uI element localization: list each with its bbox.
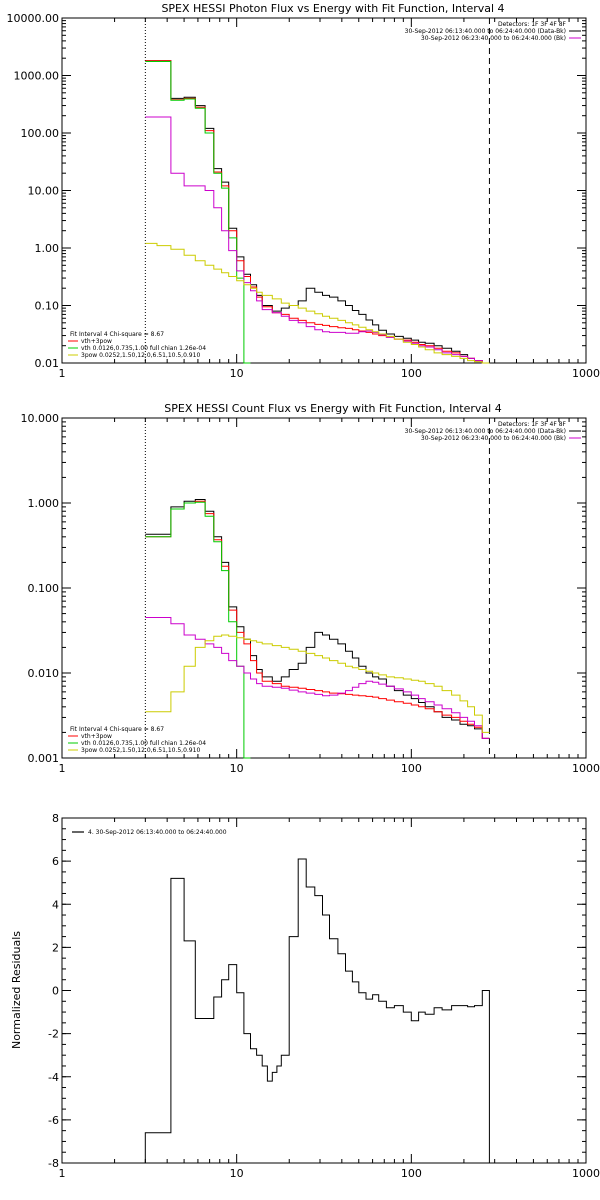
series-group xyxy=(144,858,490,1163)
series-line xyxy=(145,500,490,739)
range-lines xyxy=(144,18,490,363)
y-tick-label: -4 xyxy=(48,1071,59,1084)
plot-frame xyxy=(61,817,587,1164)
series-line xyxy=(145,499,490,739)
legend-entry: 30-Sep-2012 06:23:40.000 to 06:24:40.000… xyxy=(421,435,566,442)
legend-entry: vth 0.0126,0.735,1.00 full chian 1.26e-0… xyxy=(81,345,206,352)
legend-entry: 30-Sep-2012 06:23:40.000 to 06:24:40.000… xyxy=(421,35,566,42)
legend-bottom: Fit Interval 4 Chi-square = 8.67vth+3pow… xyxy=(68,726,206,754)
plot-frame xyxy=(61,417,587,759)
axis-ticks: 1 10 100 1000 0.001 0.010 0.100 1.000 10.000 xyxy=(21,412,600,775)
x-tick-label: 1000 xyxy=(572,367,600,380)
x-tick-label: 10 xyxy=(230,367,244,380)
y-tick-label: 0.10 xyxy=(35,300,60,313)
y-axis-label: Normalized Residuals xyxy=(10,931,23,1049)
x-tick-label: 1000 xyxy=(572,762,600,775)
photon-flux-panel: SPEX HESSI Photon Flux vs Energy with Fi… xyxy=(7,2,600,380)
x-tick-label: 1000 xyxy=(572,1167,600,1180)
axis-ticks: 1 10 100 1000 0.01 0.10 1.00 10.00 100.00 1000.00… xyxy=(7,12,600,380)
y-tick-label: 1.00 xyxy=(35,242,60,255)
x-tick-label: 1 xyxy=(59,762,66,775)
series-line xyxy=(145,634,490,733)
series-line xyxy=(145,501,251,759)
axis-ticks: 1 10 100 1000 -8 -6 -4 -2 0 2 4 6 8 xyxy=(48,812,600,1180)
series-group xyxy=(145,60,490,364)
series-line xyxy=(145,242,490,364)
y-tick-label: 10.00 xyxy=(28,185,60,198)
x-tick-label: 1 xyxy=(59,1167,66,1180)
y-tick-label: 8 xyxy=(52,812,59,825)
y-tick-label: 0.100 xyxy=(28,582,60,595)
x-tick-label: 100 xyxy=(401,1167,422,1180)
y-tick-label: 1000.00 xyxy=(14,70,60,83)
legend-entry: vth 0.0126,0.735,1.00 full chian 1.26e-0… xyxy=(81,740,206,747)
range-lines xyxy=(144,418,490,758)
legend-entry: Detectors: 1F 3F 4F 8F xyxy=(498,21,567,28)
y-tick-label: 10.000 xyxy=(21,412,60,425)
legend-entry: Fit Interval 4 Chi-square = 8.67 xyxy=(70,331,164,338)
legend-entry: 30-Sep-2012 06:13:40.000 to 06:24:40.000… xyxy=(405,428,566,435)
y-tick-label: 6 xyxy=(52,855,59,868)
y-tick-label: -6 xyxy=(48,1114,59,1127)
x-tick-label: 10 xyxy=(230,1167,244,1180)
legend-entry: 4. 30-Sep-2012 06:13:40.000 to 06:24:40.… xyxy=(88,829,227,836)
y-tick-label: 2 xyxy=(52,941,59,954)
x-tick-label: 100 xyxy=(401,367,422,380)
residuals-panel: Normalized Residuals 1 10 100 1000 -8 -6 -4 -2 0… xyxy=(10,812,600,1180)
legend-entry: 3pow 0.0252,1.50,12.0,6.51,10.5,0.910 xyxy=(81,747,200,754)
series-line xyxy=(145,116,490,364)
legend-bottom: Fit Interval 4 Chi-square = 8.67vth+3pow… xyxy=(68,331,206,359)
y-tick-label: 100.00 xyxy=(21,127,60,140)
plot-frame xyxy=(61,17,587,364)
y-tick-label: 0.010 xyxy=(28,667,60,680)
legend-entry: vth+3pow xyxy=(81,338,112,345)
legend-entry: 30-Sep-2012 06:13:40.000 to 06:24:40.000… xyxy=(405,28,566,35)
y-tick-label: 1.000 xyxy=(28,497,60,510)
legend-entry: vth+3pow xyxy=(81,733,112,740)
x-tick-label: 1 xyxy=(59,367,66,380)
panel-title: SPEX HESSI Count Flux vs Energy with Fit… xyxy=(164,402,501,415)
y-tick-label: -2 xyxy=(48,1028,59,1041)
legend-entry: Fit Interval 4 Chi-square = 8.67 xyxy=(70,726,164,733)
y-tick-label: 0.01 xyxy=(35,357,60,370)
y-tick-label: 4 xyxy=(52,898,59,911)
legend-entry: 3pow 0.0252,1.50,12.0,6.51,10.5,0.910 xyxy=(81,352,200,359)
y-tick-label: 0 xyxy=(52,985,59,998)
series-line xyxy=(145,60,490,364)
x-tick-label: 10 xyxy=(230,762,244,775)
series-line xyxy=(144,858,490,1163)
y-tick-label: 10000.00 xyxy=(7,12,60,25)
series-line xyxy=(145,60,490,364)
series-group xyxy=(145,499,490,759)
series-line xyxy=(145,617,490,739)
series-line xyxy=(145,61,251,364)
legend-top: 4. 30-Sep-2012 06:13:40.000 to 06:24:40.… xyxy=(72,829,227,836)
panel-title: SPEX HESSI Photon Flux vs Energy with Fi… xyxy=(161,2,504,15)
y-tick-label: -8 xyxy=(48,1157,59,1170)
count-flux-panel: SPEX HESSI Count Flux vs Energy with Fit… xyxy=(21,402,600,775)
x-tick-label: 100 xyxy=(401,762,422,775)
y-tick-label: 0.001 xyxy=(28,752,60,765)
legend-entry: Detectors: 1F 3F 4F 8F xyxy=(498,421,567,428)
